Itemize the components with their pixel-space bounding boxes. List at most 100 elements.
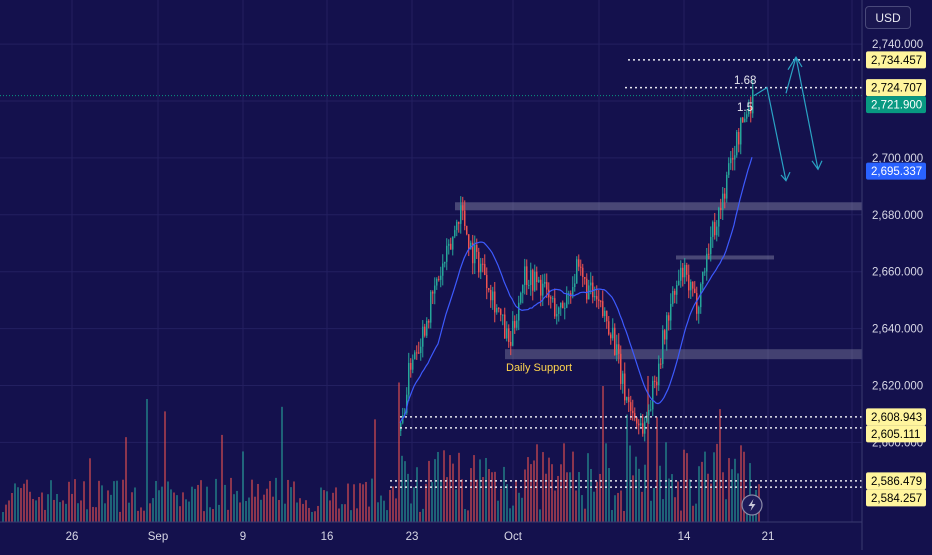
candle-body [600, 301, 602, 303]
volume-bar [71, 493, 73, 522]
volume-bar [572, 451, 574, 522]
volume-bar [305, 500, 307, 522]
volume-bar [101, 485, 103, 522]
volume-bar [368, 506, 370, 522]
price-tag[interactable] [866, 425, 926, 443]
currency-selector[interactable]: USD [865, 6, 911, 29]
candle-body [596, 296, 598, 300]
volume-bar [365, 481, 367, 522]
volume-bar [683, 449, 685, 522]
candle-body [698, 307, 700, 314]
volume-bar [512, 505, 514, 522]
candle-body [416, 352, 418, 354]
candle-body [696, 293, 698, 314]
price-tag[interactable] [866, 472, 926, 490]
volume-bar [440, 479, 442, 522]
candle-body [610, 334, 612, 339]
volume-bar [284, 503, 286, 522]
price-tag[interactable] [866, 96, 926, 114]
price-tag[interactable] [866, 51, 926, 69]
price-tag-label: 2,608.943 [871, 412, 922, 424]
chart-grid [0, 0, 862, 522]
volume-bar [521, 497, 523, 522]
candle-body [464, 210, 466, 226]
volume-bar [713, 452, 715, 522]
volume-bar [629, 445, 631, 522]
candle-body [460, 205, 462, 224]
candle-body [662, 330, 664, 364]
candle-body [604, 310, 606, 317]
volume-bar [14, 483, 16, 522]
volume-bar [434, 459, 436, 522]
volume-bar [383, 500, 385, 522]
candle-body [430, 291, 432, 323]
volume-bar [356, 508, 358, 522]
volume-bar [506, 484, 508, 522]
candle-body [442, 263, 444, 276]
volume-bar [422, 508, 424, 522]
volume-bar [545, 473, 547, 522]
candle-body [644, 421, 646, 434]
candle-body [654, 380, 656, 382]
candle-body [620, 353, 622, 384]
volume-bar [56, 493, 58, 522]
volume-bar [146, 399, 148, 522]
volume-bar [116, 480, 118, 522]
volume-bar [50, 480, 52, 522]
price-tag[interactable] [866, 79, 926, 97]
volume-bar [710, 483, 712, 522]
volume-bar [173, 492, 175, 522]
volume-bar [536, 444, 538, 522]
volume-bar [692, 505, 694, 522]
volume-bar [248, 497, 250, 522]
volume-bar [404, 461, 406, 522]
volume-bar [251, 479, 253, 522]
volume-bar [95, 507, 97, 522]
candle-body [710, 236, 712, 255]
candle-body [454, 230, 456, 237]
volume-bar [548, 457, 550, 522]
candle-body [490, 289, 492, 301]
volume-bar [194, 488, 196, 522]
price-tag[interactable] [866, 489, 926, 507]
time-axis-label: 9 [240, 531, 246, 543]
candle-body [730, 158, 732, 164]
volume-bar [68, 481, 70, 522]
volume-bar [617, 492, 619, 522]
candle-body [456, 221, 458, 231]
volume-bar [740, 445, 742, 522]
volume-bar [263, 494, 265, 522]
volume-bar [413, 487, 415, 522]
projection-arrowhead [811, 160, 823, 171]
volume-bar [302, 503, 304, 522]
volume-bar [680, 510, 682, 522]
volume-bar [260, 499, 262, 522]
candle-body [708, 253, 710, 255]
candle-body [726, 174, 728, 199]
volume-bar [119, 511, 121, 522]
volume-bar [170, 489, 172, 522]
candle-body [510, 341, 512, 346]
volume-bar [518, 492, 520, 522]
price-axis-label: 2,680.000 [872, 210, 923, 222]
lightning-icon[interactable] [741, 494, 763, 516]
volume-bar [98, 480, 100, 522]
candle-body [642, 423, 644, 434]
volume-bar [473, 455, 475, 522]
candle-body [656, 381, 658, 386]
volume-bar [374, 419, 376, 522]
candle-body [728, 163, 730, 175]
volume-bar [734, 458, 736, 522]
volume-bar [515, 479, 517, 522]
candle-body [428, 320, 430, 323]
price-tag[interactable] [866, 408, 926, 426]
volume-bar [311, 511, 313, 522]
price-tag[interactable] [866, 162, 926, 180]
candle-body [584, 276, 586, 279]
volume-bar [344, 504, 346, 522]
volume-bar [17, 487, 19, 522]
candle-body [686, 265, 688, 275]
candle-body [534, 271, 536, 291]
